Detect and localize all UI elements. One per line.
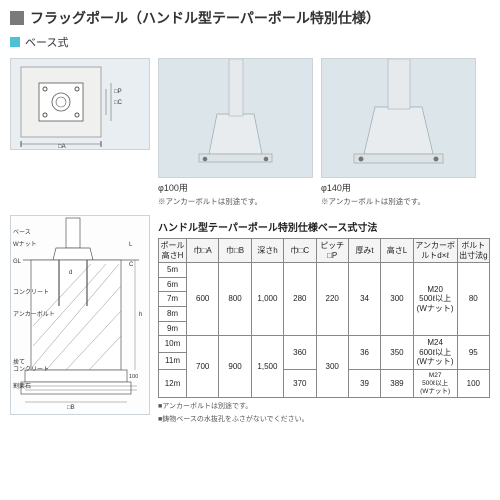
cell-h: 6m: [159, 277, 187, 292]
subtitle-square-icon: [10, 37, 20, 47]
th-a: 巾□A: [187, 239, 219, 263]
table-row: 5m 600 800 1,000 280 220 34 300 M20 500ℓ…: [159, 263, 490, 278]
cell-h: 5m: [159, 263, 187, 278]
svg-text:□P: □P: [114, 89, 122, 95]
table-title: ハンドル型テーパーポール特別仕様ベース式寸法: [158, 219, 490, 234]
svg-text:捨て: 捨て: [13, 358, 25, 366]
svg-text:Wナット: Wナット: [13, 241, 37, 248]
cell-L: 389: [381, 369, 413, 397]
svg-text:d: d: [69, 270, 72, 276]
svg-text:□B: □B: [67, 405, 75, 411]
svg-text:コンクリート: コンクリート: [13, 366, 49, 373]
cell-depth: 1,000: [251, 263, 283, 336]
svg-text:アンカーボルト: アンカーボルト: [13, 310, 55, 318]
cell-g: 95: [457, 336, 489, 370]
cell-depth: 1,500: [251, 336, 283, 398]
section-diagram-svg: ベース Wナット GL コンクリート アンカーボルト 捨て コンクリート 割栗石…: [11, 216, 149, 414]
photo-phi100: φ100用 ※アンカーボルトは別途です。: [158, 58, 313, 207]
svg-text:GL: GL: [13, 259, 22, 265]
cell-L: 350: [381, 336, 413, 370]
cell-g: 100: [457, 369, 489, 397]
cell-g: 80: [457, 263, 489, 336]
cell-h: 9m: [159, 321, 187, 336]
photo-note-100: ※アンカーボルトは別途です。: [158, 196, 313, 207]
th-depth: 深さh: [251, 239, 283, 263]
cell-t: 34: [348, 263, 380, 336]
th-g: ボルト出寸法g: [457, 239, 489, 263]
cell-t: 36: [348, 336, 380, 370]
cell-c: 280: [284, 263, 316, 336]
cell-c: 360: [284, 336, 316, 370]
photo-caption-100: φ100用: [158, 181, 313, 194]
base-photo-100-svg: [159, 59, 312, 177]
photo-caption-140: φ140用: [321, 181, 476, 194]
cell-bolt: M27 500ℓ以上 (Wナット): [413, 369, 457, 397]
photo-note-140: ※アンカーボルトは別途です。: [321, 196, 476, 207]
spec-table-area: ハンドル型テーパーポール特別仕様ベース式寸法 ポール高さH 巾□A 巾□B 深さ…: [158, 215, 490, 424]
cell-a: 700: [187, 336, 219, 398]
spec-table: ポール高さH 巾□A 巾□B 深さh 巾□C ピッチ□P 厚みt 高さL アンカ…: [158, 238, 490, 398]
th-bolt: アンカーボルトd×ℓ: [413, 239, 457, 263]
plan-diagram-svg: □A □C □P: [11, 59, 149, 149]
cell-b: 900: [219, 336, 251, 398]
subtitle: ベース式: [25, 34, 68, 50]
th-L: 高さL: [381, 239, 413, 263]
table-footnote-2: ■鋳物ベースの水抜孔をふさがないでください。: [158, 414, 490, 424]
photo-phi140: φ140用 ※アンカーボルトは別途です。: [321, 58, 476, 207]
cell-h: 8m: [159, 306, 187, 321]
subtitle-row: ベース式: [10, 34, 490, 50]
title-bar: フラッグポール（ハンドル型テーパーポール特別仕様）: [10, 8, 490, 28]
table-header-row: ポール高さH 巾□A 巾□B 深さh 巾□C ピッチ□P 厚みt 高さL アンカ…: [159, 239, 490, 263]
cell-bolt: M24 600ℓ以上 (Wナット): [413, 336, 457, 370]
cell-p: 300: [316, 336, 348, 398]
th-c: 巾□C: [284, 239, 316, 263]
th-pole-h: ポール高さH: [159, 239, 187, 263]
th-b: 巾□B: [219, 239, 251, 263]
svg-text:□A: □A: [58, 144, 66, 149]
diagram-plan-view: □A □C □P: [10, 58, 150, 207]
svg-text:コンクリート: コンクリート: [13, 289, 49, 296]
cell-a: 600: [187, 263, 219, 336]
base-photo-140-svg: [322, 59, 475, 177]
cell-h: 7m: [159, 292, 187, 307]
th-t: 厚みt: [348, 239, 380, 263]
th-p: ピッチ□P: [316, 239, 348, 263]
diagram-section-view: ベース Wナット GL コンクリート アンカーボルト 捨て コンクリート 割栗石…: [10, 215, 150, 424]
cell-t: 39: [348, 369, 380, 397]
cell-h: 10m: [159, 336, 187, 353]
title-square-icon: [10, 11, 24, 25]
svg-text:割栗石: 割栗石: [13, 382, 31, 390]
cell-h: 11m: [159, 353, 187, 370]
svg-text:h: h: [139, 312, 142, 318]
cell-bolt: M20 500ℓ以上 (Wナット): [413, 263, 457, 336]
svg-text:□C: □C: [114, 100, 123, 106]
cell-p: 220: [316, 263, 348, 336]
cell-L: 300: [381, 263, 413, 336]
table-footnote-1: ■アンカーボルトは別途です。: [158, 401, 490, 411]
cell-h: 12m: [159, 369, 187, 397]
page-title: フラッグポール（ハンドル型テーパーポール特別仕様）: [30, 8, 380, 28]
cell-c: 370: [284, 369, 316, 397]
svg-text:ベース: ベース: [13, 229, 31, 236]
cell-b: 800: [219, 263, 251, 336]
table-row: 10m 700 900 1,500 360 300 36 350 M24 600…: [159, 336, 490, 353]
svg-text:100: 100: [129, 374, 138, 380]
svg-text:C: C: [129, 262, 134, 268]
